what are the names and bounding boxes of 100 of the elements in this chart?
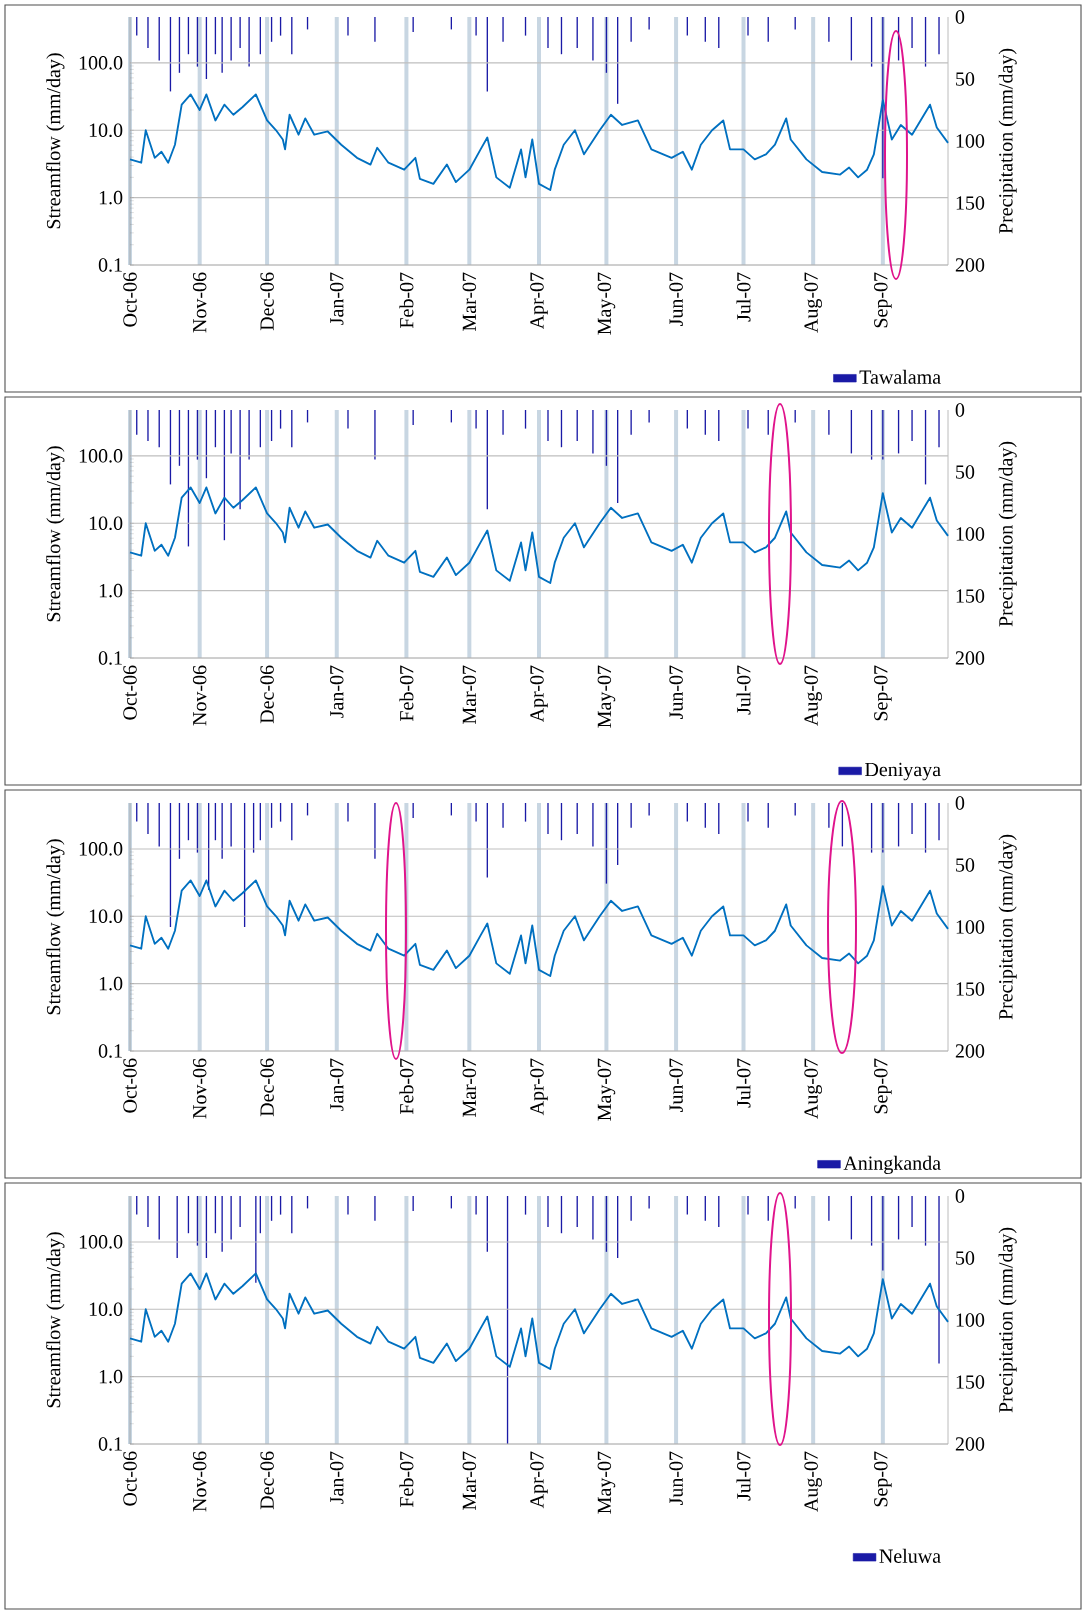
- x-tick-label: Apr-07: [530, 272, 548, 330]
- y2-tick-label: 50: [956, 72, 975, 86]
- x-tick-label: May-07: [597, 1058, 616, 1121]
- y2-tick-label: 200: [955, 1044, 985, 1058]
- x-tick-label: Jun-07: [669, 665, 683, 719]
- y2-tick-label: 0: [955, 1189, 965, 1203]
- x-tick-label: Nov-06: [192, 1451, 207, 1512]
- x-tick-label: Aug-07: [804, 1451, 822, 1512]
- legend-label: Neluwa: [879, 1548, 941, 1563]
- x-tick-label: Dec-06: [260, 1058, 274, 1117]
- y-axis-title: Streamflow (mm/day): [46, 839, 65, 1015]
- y-tick-label: 10.0: [89, 909, 123, 924]
- y-tick-label: 10.0: [89, 1302, 123, 1317]
- x-tick-label: Jun-07: [669, 1058, 683, 1112]
- x-tick-label: Aug-07: [804, 272, 822, 333]
- x-tick-label: Jan-07: [330, 665, 344, 718]
- x-tick-label: Dec-06: [260, 272, 274, 331]
- y-tick-label: 1.0: [99, 1369, 123, 1384]
- x-tick-label: Oct-06: [123, 1451, 137, 1506]
- x-tick-label: Sep-07: [874, 1451, 892, 1507]
- x-tick-label: May-07: [597, 272, 616, 335]
- x-tick-label: Jan-07: [330, 1058, 344, 1111]
- y2-tick-label: 50: [956, 1251, 975, 1265]
- y-tick-label: 0.1: [98, 1437, 122, 1451]
- y-tick-label: 100.0: [79, 56, 123, 70]
- x-tick-label: Oct-06: [123, 665, 137, 720]
- y2-tick-label: 100: [956, 920, 985, 934]
- y2-axis-title: Precipitation (mm/day): [998, 441, 1017, 627]
- x-tick-label: Dec-06: [260, 1451, 274, 1510]
- y-tick-label: 1.0: [99, 976, 123, 991]
- x-tick-label: Jun-07: [669, 272, 683, 326]
- x-tick-label: Nov-06: [192, 1058, 207, 1119]
- x-tick-label: Jan-07: [330, 272, 344, 325]
- line-series: [129, 486, 949, 584]
- x-tick-label: Feb-07: [399, 272, 414, 329]
- legend-label: Tawalama: [859, 369, 941, 384]
- y2-tick-label: 150: [956, 1375, 985, 1389]
- line-series: [129, 93, 949, 191]
- x-tick-label: Nov-06: [192, 665, 207, 726]
- y2-tick-label: 50: [956, 465, 975, 479]
- x-tick-label: Mar-07: [462, 1058, 477, 1117]
- x-tick-label: Jan-07: [330, 1451, 344, 1504]
- y-tick-label: 100.0: [79, 1235, 123, 1249]
- x-tick-label: Jul-07: [736, 272, 751, 322]
- x-tick-label: Jul-07: [736, 1451, 751, 1501]
- x-tick-label: Mar-07: [462, 272, 477, 331]
- y-axis-title: Streamflow (mm/day): [46, 446, 65, 622]
- x-tick-label: Feb-07: [399, 1058, 414, 1115]
- y-tick-label: 100.0: [79, 842, 123, 856]
- y-axis-title: Streamflow (mm/day): [46, 53, 65, 229]
- y-tick-label: 0.1: [98, 651, 122, 665]
- y2-tick-label: 200: [955, 1437, 985, 1451]
- x-tick-label: Jun-07: [669, 1451, 683, 1505]
- y-tick-label: 1.0: [99, 190, 123, 205]
- y2-tick-label: 50: [956, 858, 975, 872]
- y-tick-label: 10.0: [89, 516, 123, 531]
- x-tick-label: Aug-07: [804, 665, 822, 726]
- y2-tick-label: 100: [956, 527, 985, 541]
- y2-axis-title: Precipitation (mm/day): [998, 48, 1017, 234]
- x-tick-label: May-07: [597, 1451, 616, 1514]
- y2-axis-title: Precipitation (mm/day): [998, 834, 1017, 1020]
- x-tick-label: Apr-07: [530, 1451, 548, 1509]
- y-tick-label: 0.1: [98, 1044, 122, 1058]
- y-tick-label: 100.0: [79, 449, 123, 463]
- x-tick-label: Oct-06: [123, 272, 137, 327]
- x-tick-label: Aug-07: [804, 1058, 822, 1119]
- y-tick-label: 10.0: [89, 123, 123, 138]
- y-tick-label: 1.0: [99, 583, 123, 598]
- y2-tick-label: 0: [955, 403, 965, 417]
- x-tick-label: Feb-07: [399, 665, 414, 722]
- x-tick-label: Jul-07: [736, 1058, 751, 1108]
- x-tick-label: Jul-07: [736, 665, 751, 715]
- x-tick-label: May-07: [597, 665, 616, 728]
- x-tick-label: Feb-07: [399, 1451, 414, 1508]
- line-series: [129, 1272, 949, 1370]
- y2-axis-title: Precipitation (mm/day): [998, 1227, 1017, 1413]
- y2-tick-label: 100: [956, 1313, 985, 1327]
- x-tick-label: Dec-06: [260, 665, 274, 724]
- y2-tick-label: 150: [956, 196, 985, 210]
- y-tick-label: 0.1: [98, 258, 122, 272]
- x-tick-label: Apr-07: [530, 1058, 548, 1116]
- x-tick-label: Nov-06: [192, 272, 207, 333]
- x-tick-label: Apr-07: [530, 665, 548, 723]
- x-tick-label: Sep-07: [874, 1058, 892, 1114]
- y2-tick-label: 100: [956, 134, 985, 148]
- y2-tick-label: 150: [956, 982, 985, 996]
- y2-tick-label: 200: [955, 258, 985, 272]
- y-axis-title: Streamflow (mm/day): [46, 1232, 65, 1408]
- x-tick-label: Sep-07: [874, 272, 892, 328]
- y2-tick-label: 0: [955, 796, 965, 810]
- line-series: [129, 879, 949, 977]
- x-tick-label: Mar-07: [462, 1451, 477, 1510]
- x-tick-label: Oct-06: [123, 1058, 137, 1113]
- x-tick-label: Sep-07: [874, 665, 892, 721]
- y2-tick-label: 0: [955, 10, 965, 24]
- legend-label: Aningkanda: [843, 1155, 941, 1174]
- x-tick-label: Mar-07: [462, 665, 477, 724]
- y2-tick-label: 150: [956, 589, 985, 603]
- y2-tick-label: 200: [955, 651, 985, 665]
- legend-label: Deniyaya: [865, 762, 941, 781]
